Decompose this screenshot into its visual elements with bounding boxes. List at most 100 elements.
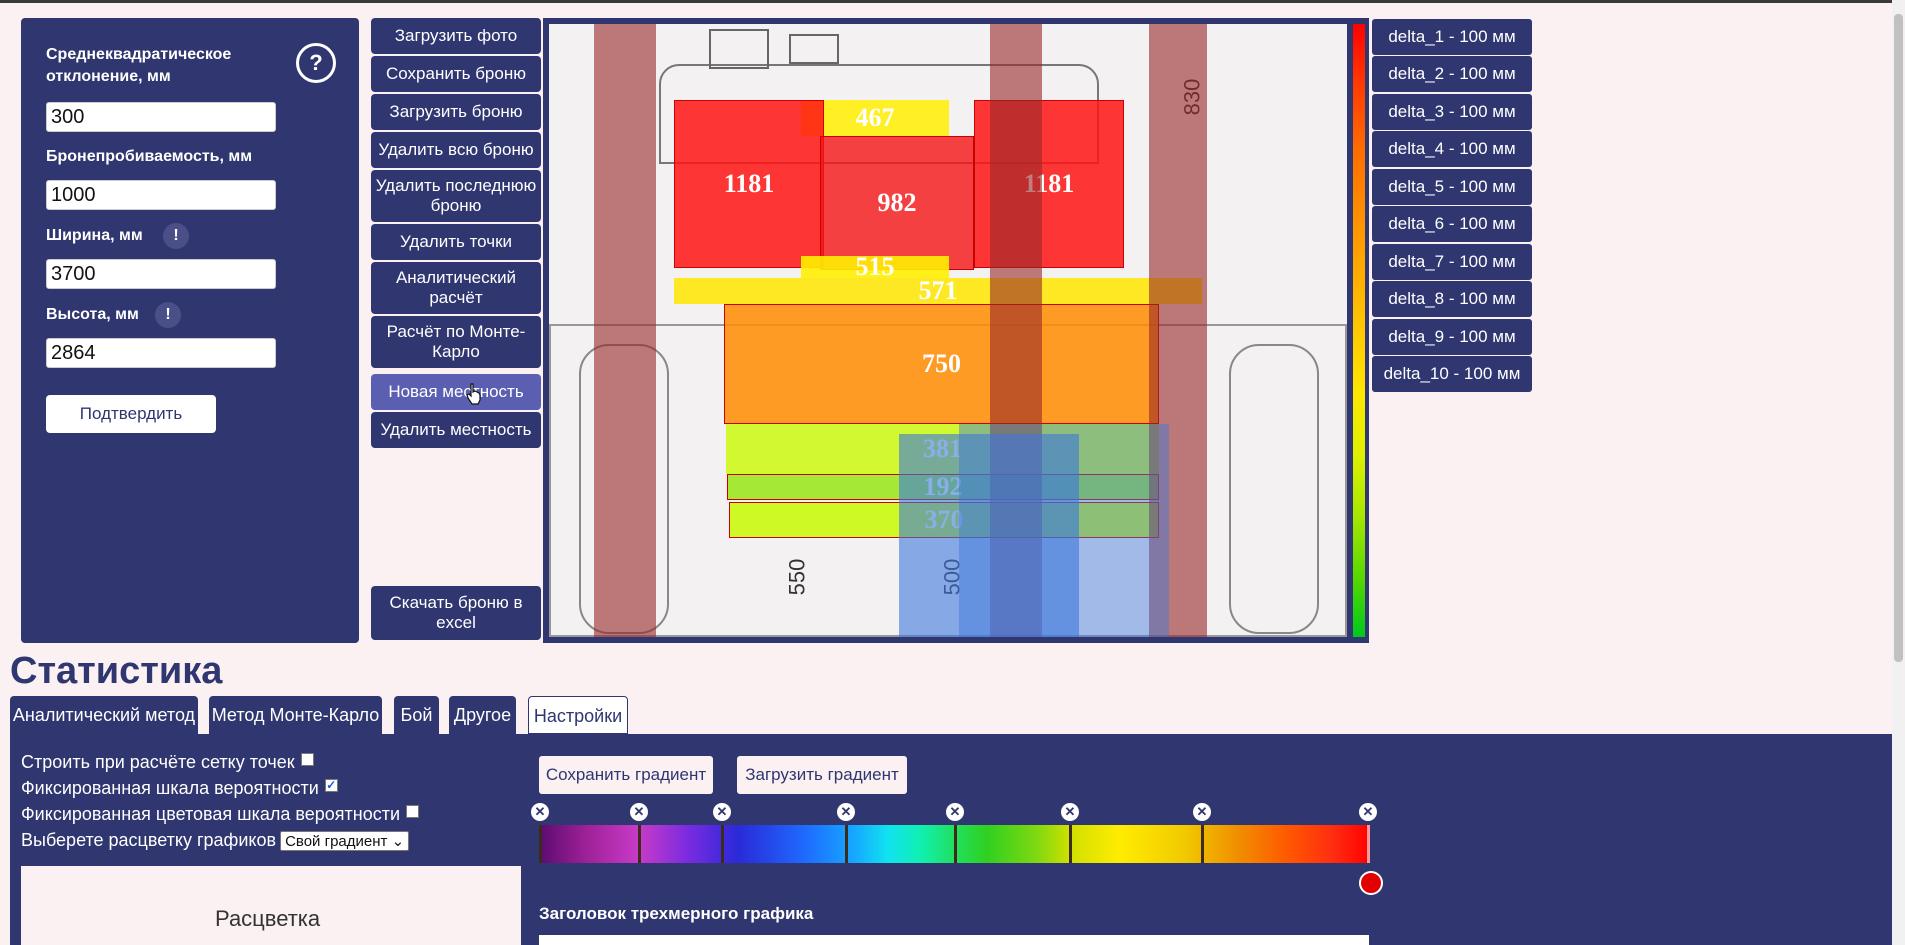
gradient-stop[interactable] — [721, 825, 724, 863]
monte-carlo-calc-button[interactable]: Расчёт по Монте-Карло — [371, 316, 541, 368]
gradient-stop[interactable] — [638, 825, 641, 863]
gradient-stop[interactable] — [539, 825, 542, 863]
fixed-scale-label: Фиксированная шкала вероятности — [21, 778, 319, 798]
remove-stop-icon[interactable]: ✕ — [1359, 803, 1377, 821]
color-scheme-value: Свой градиент — [285, 833, 388, 851]
fixed-scale-option: Фиксированная шкала вероятности ✓ — [21, 778, 338, 799]
terrain-region — [959, 424, 1169, 637]
terrain-strip — [594, 24, 656, 637]
armor-zone[interactable]: 750 — [724, 304, 1159, 424]
delta-item[interactable]: delta_5 - 100 мм — [1372, 169, 1532, 205]
load-armor-button[interactable]: Загрузить броню — [371, 94, 541, 130]
page-scrollbar[interactable] — [1892, 0, 1905, 945]
confirm-button[interactable]: Подтвердить — [46, 395, 216, 433]
remove-stop-icon[interactable]: ✕ — [1193, 803, 1211, 821]
remove-stop-icon[interactable]: ✕ — [946, 803, 964, 821]
delta-item[interactable]: delta_8 - 100 мм — [1372, 281, 1532, 317]
armor-viewer: 830 550 500 467 1181 982 1181 515 571 75… — [543, 18, 1369, 643]
toolbar: Загрузить фото Сохранить броню Загрузить… — [371, 18, 541, 643]
help-icon[interactable]: ? — [296, 43, 336, 83]
delta-item[interactable]: delta_2 - 100 мм — [1372, 56, 1532, 92]
tab-battle[interactable]: Бой — [394, 696, 439, 734]
grid-points-label: Строить при расчёте сетку точек — [21, 752, 295, 772]
sigma-label: Среднеквадратическое отклонение, мм — [46, 46, 232, 85]
width-input[interactable] — [46, 259, 276, 289]
grid-points-checkbox[interactable] — [300, 753, 314, 766]
color-scheme-select[interactable]: Свой градиент ⌄ — [280, 831, 410, 852]
delta-item[interactable]: delta_10 - 100 мм — [1372, 356, 1532, 392]
gradient-stop[interactable] — [954, 825, 957, 863]
terrain-strip — [1149, 24, 1207, 637]
new-terrain-button[interactable]: Новая местность — [371, 374, 541, 410]
tab-analytic[interactable]: Аналитический метод — [10, 696, 198, 734]
tank-drawing-canvas[interactable]: 830 550 500 467 1181 982 1181 515 571 75… — [549, 24, 1347, 637]
penetration-input[interactable] — [46, 180, 276, 210]
terrain-region — [899, 434, 1079, 637]
statistics-title: Статистика — [10, 650, 223, 692]
remove-stop-icon[interactable]: ✕ — [531, 803, 549, 821]
save-gradient-button[interactable]: Сохранить градиент — [539, 756, 713, 794]
height-input[interactable] — [46, 338, 276, 368]
download-excel-button[interactable]: Скачать броню в excel — [371, 586, 541, 640]
penetration-label: Бронепробиваемость, мм — [46, 148, 253, 165]
parameters-panel: Среднеквадратическое отклонение, мм ? Бр… — [21, 18, 359, 643]
load-photo-button[interactable]: Загрузить фото — [371, 18, 541, 54]
hand-cursor-icon — [466, 383, 481, 405]
armor-zone[interactable]: 467 — [801, 100, 949, 136]
tab-monte-carlo[interactable]: Метод Монте-Карло — [209, 696, 382, 734]
gradient-color-handle[interactable] — [1359, 871, 1383, 895]
color-scheme-option: Выберете расцветку графиков Свой градиент… — [21, 830, 410, 852]
gradient-stop[interactable] — [1069, 825, 1072, 863]
armor-zone[interactable]: 1181 — [674, 100, 824, 268]
probability-scale-bar — [1353, 24, 1365, 637]
delta-item[interactable]: delta_3 - 100 мм — [1372, 94, 1532, 130]
width-label: Ширина, мм — [46, 227, 143, 244]
remove-stop-icon[interactable]: ✕ — [713, 803, 731, 821]
delta-item[interactable]: delta_1 - 100 мм — [1372, 19, 1532, 55]
delta-item[interactable]: delta_4 - 100 мм — [1372, 131, 1532, 167]
width-info-icon[interactable]: ! — [163, 223, 189, 249]
height-label: Высота, мм — [46, 306, 139, 323]
gradient-stop[interactable] — [1201, 825, 1204, 863]
remove-stop-icon[interactable]: ✕ — [1061, 803, 1079, 821]
tab-other[interactable]: Другое — [449, 696, 516, 734]
grid-points-option: Строить при расчёте сетку точек — [21, 752, 314, 773]
fixed-color-scale-option: Фиксированная цветовая шкала вероятности — [21, 804, 420, 825]
graph3d-title-input[interactable] — [539, 935, 1369, 945]
graph3d-title-label: Заголовок трехмерного графика — [539, 904, 814, 923]
drawing-periscope — [789, 34, 839, 64]
save-armor-button[interactable]: Сохранить броню — [371, 56, 541, 92]
gradient-stop[interactable] — [845, 825, 848, 863]
top-border — [0, 0, 1905, 3]
gradient-stop[interactable] — [1367, 825, 1370, 863]
armor-zone[interactable]: 515 — [801, 252, 949, 281]
analytic-calc-button[interactable]: Аналитический расчёт — [371, 262, 541, 314]
delete-points-button[interactable]: Удалить точки — [371, 224, 541, 260]
tab-settings[interactable]: Настройки — [528, 696, 628, 734]
remove-stop-icon[interactable]: ✕ — [837, 803, 855, 821]
armor-zone[interactable]: 982 — [820, 136, 974, 270]
color-scheme-label: Выберете расцветку графиков — [21, 830, 277, 850]
fixed-color-scale-checkbox[interactable] — [406, 805, 420, 818]
delta-item[interactable]: delta_7 - 100 мм — [1372, 244, 1532, 280]
dim-550: 550 — [784, 558, 810, 596]
load-gradient-button[interactable]: Загрузить градиент — [737, 756, 907, 794]
chevron-down-icon: ⌄ — [391, 833, 405, 851]
delete-terrain-button[interactable]: Удалить местность — [371, 412, 541, 448]
coloring-label: Расцветка — [215, 906, 321, 931]
settings-panel: Строить при расчёте сетку точек Фиксиров… — [10, 734, 1895, 945]
fixed-scale-checkbox[interactable]: ✓ — [324, 778, 338, 792]
drawing-right-track — [1229, 344, 1319, 634]
coloring-preview: Расцветка — [21, 866, 521, 945]
drawing-hatch — [709, 29, 769, 69]
delta-item[interactable]: delta_9 - 100 мм — [1372, 319, 1532, 355]
fixed-color-scale-label: Фиксированная цветовая шкала вероятности — [21, 804, 401, 824]
remove-stop-icon[interactable]: ✕ — [630, 803, 648, 821]
delta-item[interactable]: delta_6 - 100 мм — [1372, 206, 1532, 242]
delete-all-armor-button[interactable]: Удалить всю броню — [371, 132, 541, 168]
height-info-icon[interactable]: ! — [155, 302, 181, 328]
scrollbar-thumb[interactable] — [1894, 14, 1903, 662]
sigma-input[interactable] — [46, 102, 276, 132]
delete-last-armor-button[interactable]: Удалить последнюю броню — [371, 170, 541, 222]
armor-zone[interactable]: 571 — [674, 276, 1202, 305]
